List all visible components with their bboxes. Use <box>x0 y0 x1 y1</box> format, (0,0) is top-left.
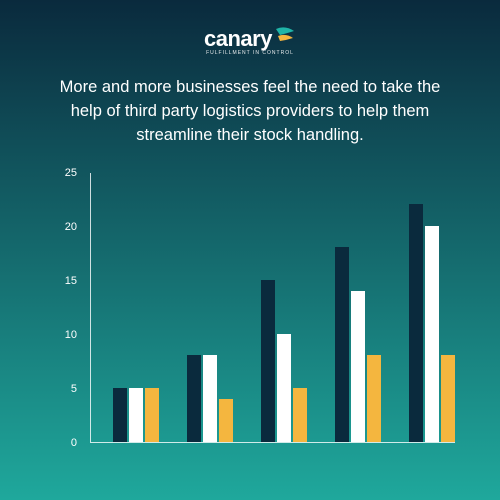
bar <box>145 388 159 442</box>
y-tick-label: 0 <box>71 437 77 449</box>
infographic-container: canary FULFILLMENT IN CONTROL More and m… <box>0 0 500 500</box>
brand-name: canary <box>204 26 272 52</box>
bar <box>129 388 143 442</box>
y-tick-label: 15 <box>65 275 77 287</box>
bar <box>187 355 201 441</box>
bar <box>441 355 455 441</box>
y-tick-label: 20 <box>65 221 77 233</box>
bar <box>113 388 127 442</box>
bar-group <box>335 247 381 441</box>
bar-group <box>187 355 233 441</box>
brand-mark-icon <box>274 25 296 52</box>
plot-area <box>90 173 455 443</box>
brand-tagline: FULFILLMENT IN CONTROL <box>204 50 296 56</box>
bar <box>293 388 307 442</box>
bar <box>277 334 291 442</box>
y-axis: 0510152025 <box>45 173 85 443</box>
bar <box>335 247 349 441</box>
bar <box>203 355 217 441</box>
y-tick-label: 25 <box>65 167 77 179</box>
bar <box>219 399 233 442</box>
bar <box>261 280 275 442</box>
logo-block: canary FULFILLMENT IN CONTROL <box>30 25 470 56</box>
bar <box>351 291 365 442</box>
headline-text: More and more businesses feel the need t… <box>45 76 455 148</box>
bar-chart: 0510152025 <box>45 173 455 463</box>
bar <box>409 204 423 442</box>
y-tick-label: 5 <box>71 383 77 395</box>
bar <box>367 355 381 441</box>
bar-group <box>113 388 159 442</box>
bar-group <box>409 204 455 442</box>
bar <box>425 226 439 442</box>
bar-group <box>261 280 307 442</box>
y-tick-label: 10 <box>65 329 77 341</box>
